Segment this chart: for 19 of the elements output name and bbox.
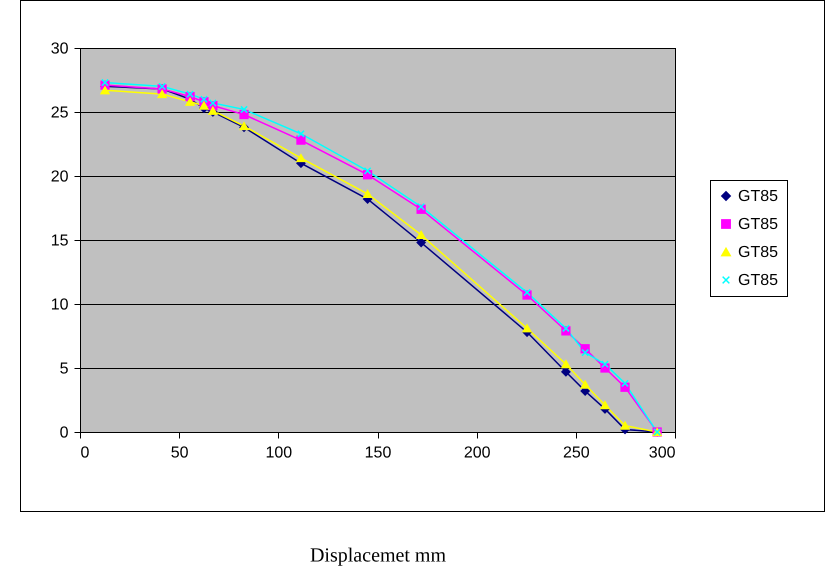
y-tick-label: 30 (50, 40, 69, 58)
x-tick-label: 0 (80, 444, 90, 462)
y-tick-label: 5 (60, 360, 69, 378)
y-tick-label: 0 (60, 424, 69, 442)
x-tick-label: 200 (464, 444, 491, 462)
x-tick-label: 150 (364, 444, 392, 462)
legend-label: GT85 (738, 244, 778, 261)
x-tick-label: 50 (170, 444, 189, 462)
x-tick-label: 100 (265, 444, 292, 462)
y-tick-label: 20 (50, 168, 69, 186)
legend-label: GT85 (738, 188, 778, 205)
legend-label: GT85 (738, 272, 778, 289)
x-axis-title: Displacemet mm (310, 544, 446, 566)
y-tick-label: 10 (50, 296, 69, 314)
y-tick-label: 25 (50, 104, 69, 122)
legend-label: GT85 (738, 216, 778, 233)
x-tick-label: 250 (562, 444, 590, 462)
y-tick-label: 15 (50, 232, 69, 250)
x-tick-label: 300 (648, 444, 676, 462)
